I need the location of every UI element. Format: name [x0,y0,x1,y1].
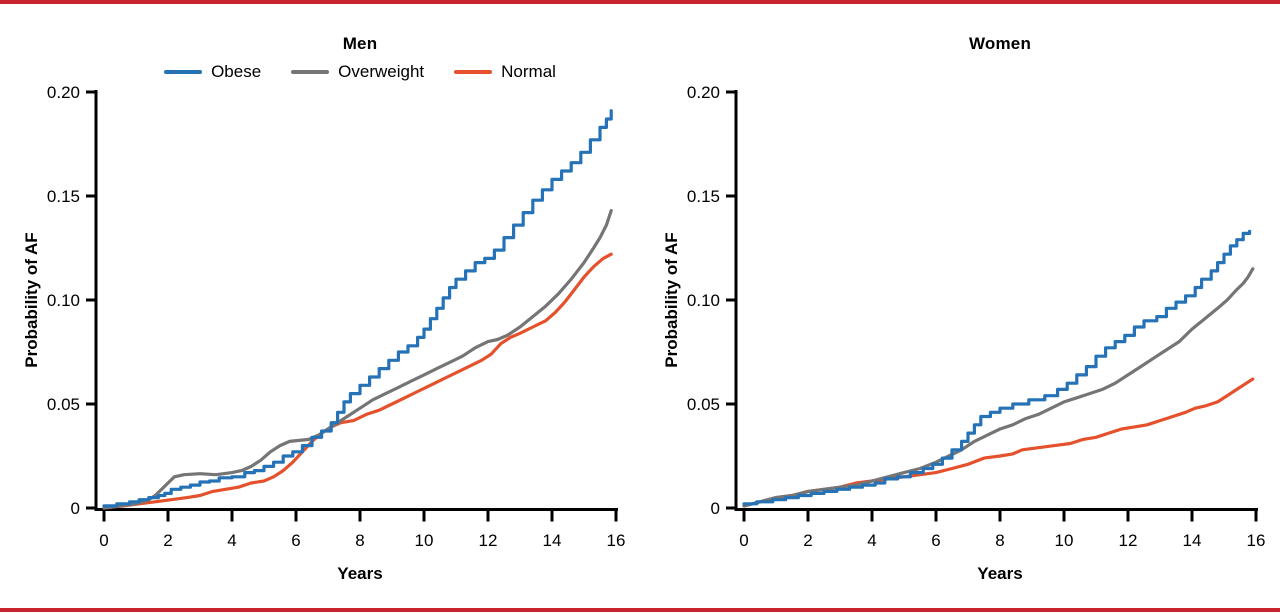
x-tick-label: 14 [1183,531,1202,550]
x-tick-label: 12 [479,531,498,550]
x-tick-label: 2 [803,531,812,550]
series-normal-curve [102,252,613,510]
men-chart-svg: 0 0.05 0.10 0.15 0.20 0 2 4 6 8 10 12 14 16 [47,83,626,550]
x-tick-label: 12 [1119,531,1138,550]
women-chart-title: Women [968,34,1032,53]
x-tick-label: 14 [543,531,562,550]
series-normal-curve [742,377,1255,508]
legend-line-icon [291,70,330,74]
legend-item-obese: Obese [164,62,261,82]
series-obese-curve [742,229,1252,506]
x-tick-label: 6 [931,531,940,550]
series-overweight-curve [742,267,1255,508]
women-chart-panel: 0 0.05 0.10 0.15 0.20 0 2 4 6 8 10 12 14 16 Women Pro… [640,0,1280,613]
men-chart-panel: 0 0.05 0.10 0.15 0.20 0 2 4 6 8 10 12 14 16 Men Obese… [22,34,626,583]
x-tick-label: 4 [227,531,236,550]
legend-item-overweight: Overweight [291,62,424,82]
top-red-border [0,0,1280,4]
men-x-axis-label: Years [337,564,383,583]
y-tick-label: 0 [711,499,720,518]
legend-item-normal: Normal [454,62,556,82]
men-chart-title: Men [342,34,378,53]
women-y-axis-label: Probability of AF [662,232,681,368]
y-tick-label: 0 [71,499,80,518]
men-y-axis-label: Probability of AF [22,232,41,368]
x-tick-label: 0 [99,531,108,550]
y-tick-label: 0.05 [687,395,720,414]
bottom-red-border [0,608,1280,612]
x-tick-label: 10 [415,531,434,550]
y-tick-label: 0.15 [47,187,80,206]
x-tick-label: 8 [355,531,364,550]
x-tick-label: 16 [607,531,626,550]
y-tick-label: 0.10 [47,291,80,310]
women-chart-svg: 0 0.05 0.10 0.15 0.20 0 2 4 6 8 10 12 14 16 [687,83,1266,550]
legend-label: Overweight [338,62,425,81]
legend-label: Normal [501,62,556,81]
y-tick-label: 0.05 [47,395,80,414]
legend-line-icon [454,70,493,74]
legend-line-icon [164,70,203,74]
y-tick-label: 0.10 [687,291,720,310]
legend-label: Obese [211,62,262,81]
women-x-axis-label: Years [977,564,1023,583]
x-tick-label: 6 [291,531,300,550]
y-tick-label: 0.20 [687,83,720,102]
x-tick-label: 4 [867,531,876,550]
legend: Obese Overweight Normal [104,62,616,82]
x-tick-label: 10 [1055,531,1074,550]
y-tick-label: 0.20 [47,83,80,102]
y-tick-label: 0.15 [687,187,720,206]
x-tick-label: 2 [163,531,172,550]
x-tick-label: 16 [1247,531,1266,550]
x-tick-label: 0 [739,531,748,550]
series-overweight-curve [102,209,613,510]
series-obese-curve [102,109,613,508]
x-tick-label: 8 [995,531,1004,550]
